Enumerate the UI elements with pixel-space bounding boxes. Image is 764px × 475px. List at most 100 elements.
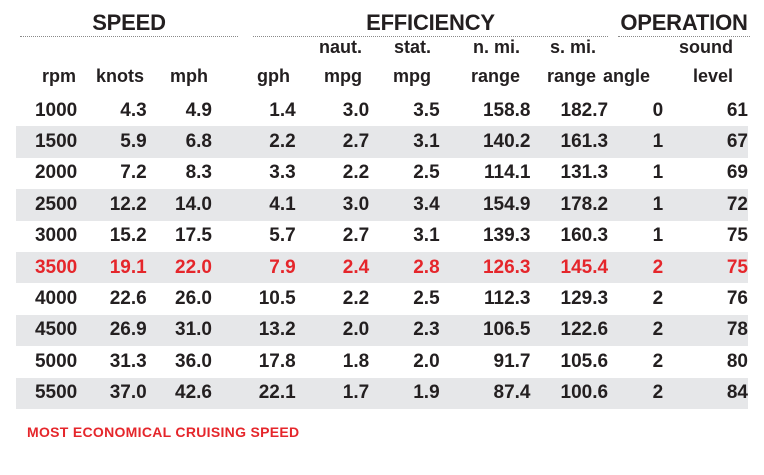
operation-section-title: OPERATION <box>620 10 748 35</box>
header-s-mi-range-bottom: range <box>546 66 596 86</box>
cell-gph: 4.1 <box>212 189 296 221</box>
cell-gph: 10.5 <box>258 288 296 310</box>
cell-angle: 2 <box>608 314 664 347</box>
cell-s-mi-range: 178.2 <box>530 189 609 221</box>
cell-stat-mpg: 3.1 <box>369 126 440 158</box>
cell-n-mi-range: 139.3 <box>482 225 531 247</box>
cell-knots: 7.2 <box>120 162 147 184</box>
cell-n-mi-range: 126.3 <box>439 251 531 284</box>
speed-section-title: SPEED <box>92 10 166 35</box>
header-gph-bottom: gph <box>257 66 290 86</box>
header-s-mi-range-top: s. mi. <box>549 37 596 57</box>
cell-mph: 17.5 <box>175 225 212 247</box>
table-row: 1500 5.9 6.8 2.2 2.7 3.1 140.2 161.3 1 67 <box>16 126 748 158</box>
cell-stat-mpg: 3.5 <box>413 99 440 121</box>
cell-angle: 2 <box>652 288 664 310</box>
cell-knots: 31.3 <box>109 350 147 372</box>
operation-section-rule <box>618 36 750 37</box>
header-mph-bottom: mph <box>170 66 208 86</box>
cell-stat-mpg: 2.0 <box>413 350 440 372</box>
speed-section-header: SPEED <box>20 10 238 40</box>
cell-s-mi-range: 145.4 <box>530 251 609 284</box>
cell-knots: 15.2 <box>109 225 147 247</box>
table-row-highlighted: 3500 19.1 22.0 7.9 2.4 2.8 126.3 145.4 2 75 <box>16 251 748 284</box>
cell-mph: 42.6 <box>146 377 212 409</box>
cell-rpm: 3500 <box>16 251 78 284</box>
cell-angle: 1 <box>608 126 664 158</box>
table-row: 2500 12.2 14.0 4.1 3.0 3.4 154.9 178.2 1 72 <box>16 189 748 221</box>
cell-mph: 8.3 <box>185 162 212 184</box>
cell-sound-level: 61 <box>726 99 748 121</box>
cell-sound-level: 76 <box>726 288 748 310</box>
cell-rpm: 1500 <box>16 126 78 158</box>
cell-sound-level: 69 <box>726 162 748 184</box>
cell-stat-mpg: 3.4 <box>369 189 440 221</box>
cell-rpm: 4500 <box>16 314 78 347</box>
cell-rpm: 5000 <box>34 350 78 372</box>
cell-angle: 1 <box>652 162 664 184</box>
header-naut-mpg-top: naut. <box>319 37 362 57</box>
cell-gph: 3.3 <box>269 162 296 184</box>
cell-s-mi-range: 100.6 <box>530 377 609 409</box>
header-sound-level-top: sound <box>679 37 733 57</box>
cell-naut-mpg: 2.0 <box>295 314 370 347</box>
header-sound-level-bottom: level <box>692 66 733 86</box>
efficiency-section-header: EFFICIENCY <box>253 10 608 40</box>
cell-knots: 22.6 <box>109 288 147 310</box>
cell-naut-mpg: 2.4 <box>295 251 370 284</box>
performance-table-body: 1000 4.3 4.9 1.4 3.0 3.5 158.8 182.7 0 61 1500 5.9 6… <box>16 95 748 409</box>
cell-stat-mpg: 2.5 <box>413 288 440 310</box>
header-n-mi-range-top: n. mi. <box>472 37 520 57</box>
table-row: 1000 4.3 4.9 1.4 3.0 3.5 158.8 182.7 0 61 <box>16 95 748 126</box>
cell-angle: 2 <box>608 377 664 409</box>
cell-s-mi-range: 160.3 <box>560 225 609 247</box>
cell-gph: 17.8 <box>258 350 296 372</box>
operation-section-header: OPERATION <box>618 10 750 40</box>
efficiency-section-rule <box>253 36 608 37</box>
cell-knots: 4.3 <box>120 99 147 121</box>
cell-angle: 2 <box>608 251 664 284</box>
table-row: 5000 31.3 36.0 17.8 1.8 2.0 91.7 105.6 2 80 <box>16 346 748 377</box>
cell-gph: 5.7 <box>269 225 296 247</box>
cell-angle: 1 <box>608 189 664 221</box>
cell-s-mi-range: 129.3 <box>560 288 609 310</box>
cell-gph: 13.2 <box>212 314 296 347</box>
cell-rpm: 4000 <box>34 288 78 310</box>
cell-rpm: 1000 <box>34 99 78 121</box>
cell-n-mi-range: 87.4 <box>439 377 531 409</box>
cell-rpm: 2500 <box>16 189 78 221</box>
cell-n-mi-range: 158.8 <box>482 99 531 121</box>
performance-table: 1000 4.3 4.9 1.4 3.0 3.5 158.8 182.7 0 61 1500 5.9 6… <box>16 95 748 409</box>
cell-stat-mpg: 1.9 <box>369 377 440 409</box>
cell-knots: 26.9 <box>77 314 147 347</box>
cell-s-mi-range: 161.3 <box>530 126 609 158</box>
header-angle-bottom: angle <box>602 66 650 86</box>
speed-section-rule <box>20 36 238 37</box>
cell-naut-mpg: 2.2 <box>342 288 370 310</box>
cell-stat-mpg: 3.1 <box>413 225 440 247</box>
footnote-economical-speed: MOST ECONOMICAL CRUISING SPEED <box>27 424 300 440</box>
table-row: 5500 37.0 42.6 22.1 1.7 1.9 87.4 100.6 2 84 <box>16 377 748 409</box>
cell-sound-level: 75 <box>726 225 748 247</box>
cell-sound-level: 78 <box>663 314 748 347</box>
cell-sound-level: 67 <box>663 126 748 158</box>
cell-naut-mpg: 2.2 <box>342 162 370 184</box>
cell-mph: 6.8 <box>146 126 212 158</box>
cell-n-mi-range: 114.1 <box>484 162 531 184</box>
cell-n-mi-range: 112.3 <box>484 288 531 310</box>
header-rpm-bottom: rpm <box>41 66 76 86</box>
cell-gph: 1.4 <box>269 99 296 121</box>
cell-stat-mpg: 2.5 <box>413 162 440 184</box>
cell-angle: 0 <box>652 99 664 121</box>
cell-sound-level: 72 <box>663 189 748 221</box>
cell-naut-mpg: 1.8 <box>342 350 370 372</box>
header-stat-mpg-top: stat. <box>393 37 431 57</box>
header-n-mi-range-bottom: range <box>470 66 520 86</box>
cell-s-mi-range: 182.7 <box>560 99 609 121</box>
table-row: 4000 22.6 26.0 10.5 2.2 2.5 112.3 129.3 2 76 <box>16 283 748 314</box>
header-knots-bottom: knots <box>95 66 144 86</box>
cell-knots: 12.2 <box>77 189 147 221</box>
cell-rpm: 5500 <box>16 377 78 409</box>
cell-angle: 1 <box>652 225 664 247</box>
cell-mph: 36.0 <box>175 350 212 372</box>
